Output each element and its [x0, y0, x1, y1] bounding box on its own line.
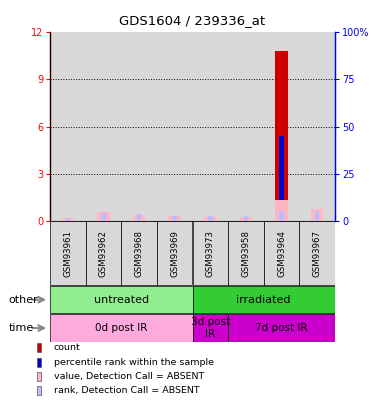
Bar: [86, 222, 121, 285]
Bar: [300, 222, 335, 285]
Bar: [300, 32, 335, 221]
Text: 3d post
IR: 3d post IR: [191, 317, 230, 339]
Bar: [264, 32, 300, 221]
Bar: [311, 209, 323, 221]
Text: GSM93969: GSM93969: [170, 230, 179, 277]
Bar: [85, 32, 121, 221]
Bar: [228, 222, 264, 285]
Bar: [50, 286, 192, 313]
Bar: [101, 213, 106, 221]
Text: untreated: untreated: [94, 295, 149, 305]
Bar: [228, 32, 264, 221]
Bar: [192, 222, 228, 285]
Bar: [157, 32, 192, 221]
Text: percentile rank within the sample: percentile rank within the sample: [54, 358, 214, 367]
Text: count: count: [54, 343, 80, 352]
Bar: [50, 314, 192, 342]
Text: GSM93961: GSM93961: [64, 230, 72, 277]
Text: 0d post IR: 0d post IR: [95, 323, 147, 333]
Bar: [97, 212, 110, 221]
Bar: [244, 216, 248, 221]
Bar: [121, 32, 157, 221]
Bar: [275, 51, 288, 221]
Bar: [228, 314, 335, 342]
Bar: [204, 217, 216, 221]
Text: time: time: [8, 323, 34, 333]
Bar: [157, 222, 192, 285]
Text: GSM93958: GSM93958: [241, 230, 250, 277]
Bar: [50, 32, 85, 221]
Text: GSM93964: GSM93964: [277, 230, 286, 277]
Text: irradiated: irradiated: [236, 295, 291, 305]
Bar: [65, 218, 70, 221]
Bar: [240, 217, 252, 221]
Bar: [279, 136, 284, 221]
Text: GSM93967: GSM93967: [313, 230, 321, 277]
Bar: [62, 218, 74, 221]
Text: rank, Detection Call = ABSENT: rank, Detection Call = ABSENT: [54, 386, 199, 395]
Bar: [264, 222, 299, 285]
Text: value, Detection Call = ABSENT: value, Detection Call = ABSENT: [54, 372, 204, 381]
Bar: [279, 211, 284, 221]
Text: 7d post IR: 7d post IR: [255, 323, 308, 333]
Bar: [192, 314, 228, 342]
Bar: [172, 216, 177, 221]
Bar: [133, 215, 145, 221]
Text: GDS1604 / 239336_at: GDS1604 / 239336_at: [119, 14, 266, 27]
Bar: [169, 216, 181, 221]
Bar: [208, 216, 213, 221]
Text: other: other: [8, 295, 38, 305]
Bar: [275, 200, 288, 221]
Bar: [121, 222, 157, 285]
Bar: [315, 211, 320, 221]
Bar: [137, 214, 141, 221]
Bar: [192, 286, 335, 313]
Text: GSM93962: GSM93962: [99, 230, 108, 277]
Bar: [50, 222, 85, 285]
Text: GSM93973: GSM93973: [206, 230, 215, 277]
Bar: [192, 32, 228, 221]
Text: GSM93968: GSM93968: [135, 230, 144, 277]
